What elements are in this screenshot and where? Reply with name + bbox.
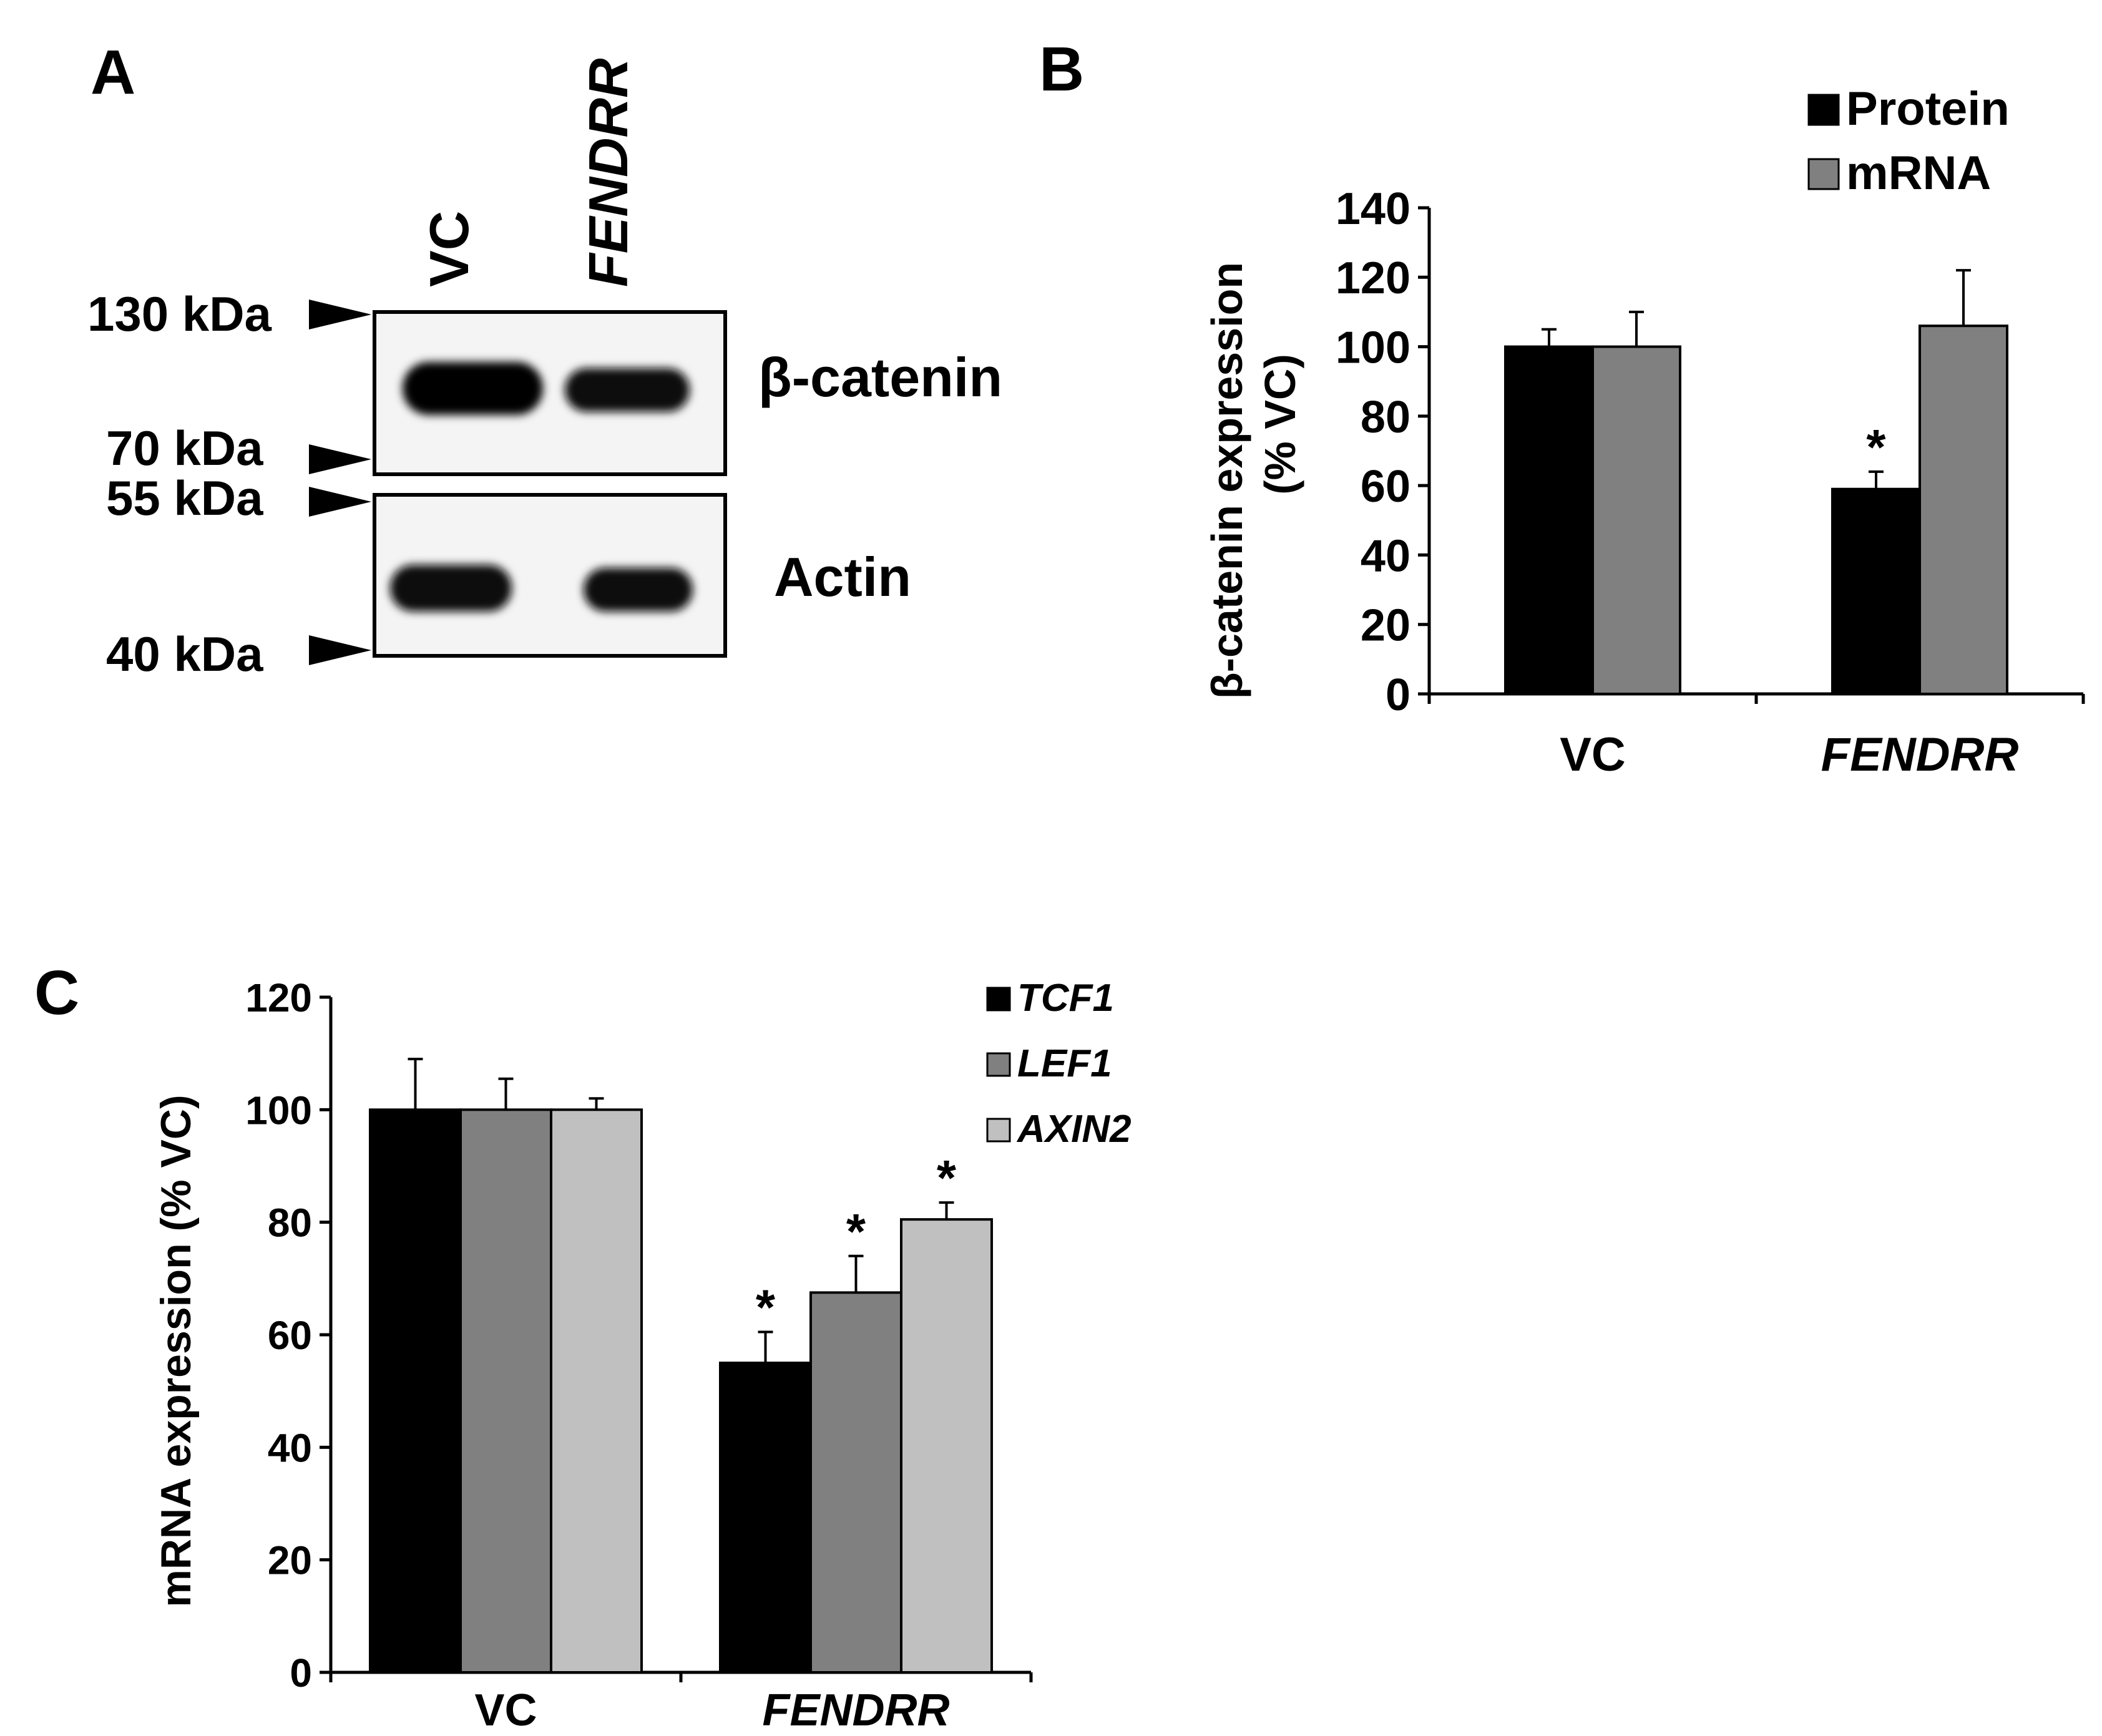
chart-b-category-label: FENDRR [1821,728,2019,781]
band-label-actin: Actin [774,546,911,608]
marker-label-55: 55 kDa [106,471,263,525]
legend-swatch-lef1 [986,1052,1011,1077]
chart-b-y-tick-label: 40 [1361,531,1410,581]
marker-arrow-55 [309,487,371,517]
legend-label-protein: Protein [1846,82,2010,135]
chart-c-y-tick-label: 0 [290,1651,312,1695]
marker-label-40: 40 kDa [106,627,263,681]
chart-c-bar [719,1362,812,1674]
legend-swatch-tcf1 [986,987,1011,1012]
chart-c-bar [459,1108,552,1674]
legend-swatch-axin2 [986,1118,1011,1143]
chart-b-significance-star: * [1866,419,1886,475]
lane-label-fendrr: FENDRR [577,58,639,287]
chart-c-bar [550,1108,643,1674]
marker-arrow-70 [309,444,371,474]
chart-c-bar [809,1291,902,1674]
legend-label-tcf1: TCF1 [1017,977,1114,1020]
chart-c-significance-star: * [756,1279,776,1335]
band-label-beta-catenin: β-catenin [758,346,1002,408]
panel-b: B Protein mRNA 0 20 40 60 80 100 120 140 VC FENDR… [1039,34,2085,781]
chart-c-significance-star: * [846,1204,866,1259]
legend-label-axin2: AXIN2 [1016,1108,1132,1151]
chart-c-bar [900,1218,993,1674]
legend-label-lef1: LEF1 [1017,1042,1112,1085]
chart-c-y-tick-label: 60 [268,1313,312,1358]
marker-arrow-130 [309,300,371,329]
chart-c-y-tick-label: 40 [268,1425,312,1470]
panel-c: C TCF1 LEF1 AXIN2 0 20 40 60 80 100 120 VC FENDR… [34,958,1132,1735]
legend-swatch-mrna [1807,158,1840,190]
chart-b-bar [1831,487,1921,695]
chart-c-y-tick-label: 120 [245,975,312,1020]
band-beta-catenin-vc [403,362,543,415]
chart-b-legend: Protein mRNA [1807,82,2010,200]
chart-c-legend: TCF1 LEF1 AXIN2 [986,977,1132,1151]
panel-letter-b: B [1039,34,1084,104]
chart-c-category-label: VC [474,1685,537,1735]
chart-b-y-tick-label: 140 [1336,184,1410,234]
chart-b-bar [1591,345,1681,695]
panel-a: A VC FENDRR 130 kDa 70 kDa 55 kDa 40 kDa… [87,37,1002,681]
chart-c-significance-star: * [937,1150,957,1206]
lane-label-vc: VC [418,211,480,287]
marker-label-70: 70 kDa [106,421,263,475]
chart-b-y-tick-label: 60 [1361,462,1410,512]
chart-c-category-label: FENDRR [763,1685,950,1735]
chart-c-ylabel: mRNA expression (% VC) [152,1095,200,1607]
chart-c: 0 20 40 60 80 100 120 VC FENDRR * * * [245,975,1033,1735]
band-beta-catenin-fendrr [565,368,690,412]
band-actin-vc [390,565,512,612]
chart-b-y-tick-label: 80 [1361,393,1410,442]
chart-b-y-tick-label: 100 [1336,323,1410,373]
chart-c-bar [369,1108,462,1674]
chart-b-category-label: VC [1560,728,1626,781]
chart-b-ylabel-line2: (% VC) [1256,354,1304,495]
marker-arrow-40 [309,635,371,665]
chart-b-y-tick-label: 20 [1361,601,1410,651]
marker-label-130: 130 kDa [87,286,272,341]
panel-letter-a: A [90,37,135,107]
legend-swatch-protein [1807,94,1840,126]
chart-b-bar [1919,324,2008,695]
chart-c-y-tick-label: 100 [245,1088,312,1133]
chart-b-bar [1504,345,1594,695]
panel-letter-c: C [34,958,79,1028]
chart-c-y-tick-label: 20 [268,1538,312,1583]
chart-b: 0 20 40 60 80 100 120 140 VC FENDRR * [1336,184,2085,781]
chart-b-y-tick-label: 120 [1336,253,1410,303]
chart-c-y-tick-label: 80 [268,1201,312,1246]
chart-b-y-tick-label: 0 [1386,670,1410,720]
chart-b-ylabel-line1: β-catenin expression [1203,262,1251,699]
band-actin-fendrr [584,568,693,612]
legend-label-mrna: mRNA [1846,147,1991,200]
